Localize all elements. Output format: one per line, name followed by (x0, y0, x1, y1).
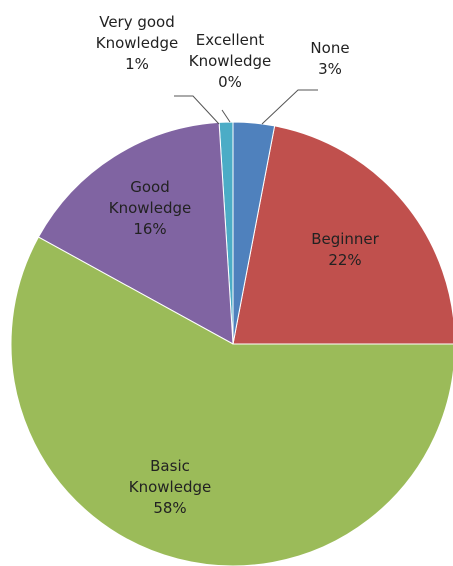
slice-label: None 3% (300, 38, 360, 80)
category-label: Beginner (311, 230, 379, 248)
category-label: Very good Knowledge (95, 13, 179, 52)
slice-label: Basic Knowledge 58% (115, 456, 225, 519)
pie-slice (10, 236, 453, 566)
category-label: Good Knowledge (108, 178, 192, 217)
slice-label: Beginner 22% (295, 229, 395, 271)
value-label: 1% (125, 55, 149, 73)
category-label: Excellent Knowledge (188, 31, 272, 70)
pie-slice (37, 121, 234, 345)
leader-lines (174, 89, 318, 125)
slice-label: Excellent Knowledge 0% (185, 30, 275, 93)
pie-slice (232, 121, 276, 345)
category-label: Basic Knowledge (128, 457, 212, 496)
value-label: 22% (328, 251, 362, 269)
pie-slice (232, 125, 453, 345)
leader-line (261, 89, 318, 125)
leader-line (221, 109, 231, 123)
slice-label: Good Knowledge 16% (95, 177, 205, 240)
category-label: None (310, 39, 350, 57)
value-label: 0% (218, 73, 242, 91)
value-label: 3% (318, 60, 342, 78)
value-label: 58% (153, 499, 187, 517)
value-label: 16% (133, 220, 167, 238)
leader-line (174, 95, 220, 125)
slice-label: Very good Knowledge 1% (92, 12, 182, 75)
